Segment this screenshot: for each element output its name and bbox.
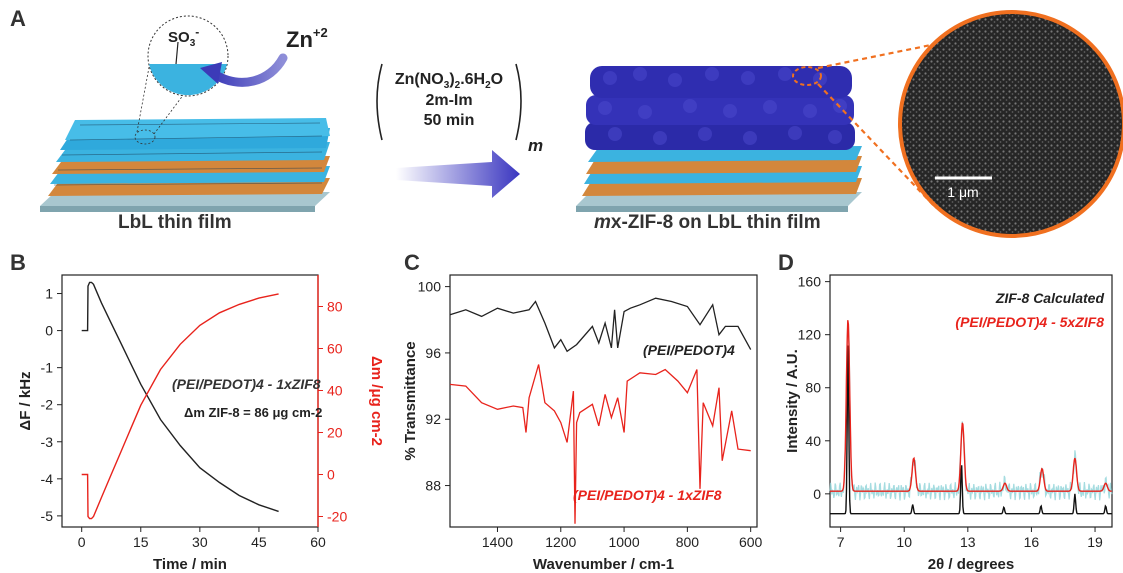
x-tick-label: 0 <box>78 534 86 550</box>
y-tick-label-left: 0 <box>45 323 53 339</box>
x-tick-label: 16 <box>1024 534 1040 550</box>
x-tick-label: 7 <box>837 534 845 550</box>
series-line-frequency <box>81 281 279 513</box>
y-tick-label: 88 <box>425 478 441 494</box>
y-tick-label-right: 60 <box>327 341 343 357</box>
x-tick-label: 10 <box>896 534 912 550</box>
schematic-panel-a: SO3- Zn+2 Zn(NO3)2.6H2O 2m-Im 50 min m <box>40 10 1123 238</box>
x-tick-label: 30 <box>192 534 208 550</box>
legend-entry-measured: (PEI/PEDOT)4 - 5xZIF8 <box>955 314 1104 330</box>
x-tick-label: 15 <box>133 534 149 550</box>
plot-frame <box>829 274 1113 528</box>
mass-annotation: Δm ZIF-8 = 86 μg cm-2 <box>184 405 322 420</box>
y-tick-label-right: -20 <box>327 509 347 525</box>
x-tick-label: 800 <box>676 534 700 550</box>
x-axis-label: Wavenumber / cm-1 <box>533 556 674 573</box>
y-tick-label-right: 20 <box>327 425 343 441</box>
zif8-film-graphic <box>576 66 862 212</box>
x-tick-label: 60 <box>310 534 326 550</box>
y-axis-label-right: Δm /μg cm-2 <box>368 356 385 446</box>
swirl-arrowhead-icon <box>200 62 222 84</box>
x-axis-label: 2θ / degrees <box>928 556 1014 573</box>
series-annotation: (PEI/PEDOT)4 - 1xZIF8 <box>172 376 321 392</box>
lbl-film-caption: LbL thin film <box>118 212 232 233</box>
reaction-reagent: Zn(NO3)2.6H2O <box>395 71 503 91</box>
zif8-caption-m: m <box>594 212 611 233</box>
y-axis-label: % Transmittance <box>402 341 419 460</box>
series-line-zif8 <box>449 364 751 524</box>
y-tick-label: 80 <box>805 380 821 396</box>
legend-entry-calculated: ZIF-8 Calculated <box>995 290 1105 306</box>
xrd-chart: 7 10 13 16 19 160 120 80 40 0 2θ / degrees Intensit… <box>784 274 1113 573</box>
x-tick-label: 13 <box>960 534 976 550</box>
panel-letter-b: B <box>10 250 26 275</box>
y-tick-label-left: 1 <box>45 286 53 302</box>
y-tick-label-left: -3 <box>41 434 54 450</box>
y-tick-label-left: -1 <box>41 360 54 376</box>
reaction-bracket <box>376 63 522 141</box>
y-tick-label-left: -5 <box>41 508 54 524</box>
y-tick-label-left: -4 <box>41 471 54 487</box>
sulfonate-zoom-circle <box>147 15 229 97</box>
zif8-film-caption: mx-ZIF-8 on LbL thin film <box>594 212 821 234</box>
x-tick-label: 19 <box>1087 534 1103 550</box>
qcm-chart: 0 15 30 45 60 1 0 -1 -2 -3 -4 -5 80 60 40 20 0 -20 Time / … <box>17 274 385 573</box>
y-tick-label: 100 <box>418 279 442 295</box>
zoom-region-marker <box>792 66 822 86</box>
x-tick-label: 1000 <box>608 534 639 550</box>
y-tick-label: 120 <box>798 327 822 343</box>
zif8-caption-rest: x-ZIF-8 on LbL thin film <box>610 212 821 233</box>
zoom-line-top <box>817 42 937 70</box>
y-tick-label: 96 <box>425 345 441 361</box>
series-line-measured <box>830 320 1112 492</box>
plot-frame <box>61 274 319 528</box>
series-line-calculated <box>830 345 1112 515</box>
y-tick-label: 92 <box>425 411 441 427</box>
x-axis-label: Time / min <box>153 556 227 573</box>
series-line-lbl <box>449 297 752 353</box>
y-tick-label-right: 40 <box>327 383 343 399</box>
raw-data-halo <box>829 322 1113 501</box>
x-tick-label: 45 <box>251 534 267 550</box>
y-tick-label: 160 <box>798 274 822 290</box>
plot-frame <box>449 274 758 528</box>
sem-scale-bar-label: 1 μm <box>947 184 978 200</box>
swirl-arrow-icon <box>209 53 288 87</box>
sulfonate-label: SO3- <box>168 25 199 49</box>
series-annotation-red: (PEI/PEDOT)4 - 1xZIF8 <box>573 487 722 503</box>
panel-letter-a: A <box>10 6 26 31</box>
y-tick-label-left: -2 <box>41 397 54 413</box>
sem-image <box>898 10 1123 238</box>
zinc-ion-label: Zn+2 <box>286 25 328 52</box>
panel-letter-d: D <box>778 250 794 275</box>
series-line-mass <box>81 293 279 520</box>
reaction-time: 50 min <box>424 112 475 129</box>
panel-letter-c: C <box>404 250 420 275</box>
series-annotation-black: (PEI/PEDOT)4 <box>643 342 735 358</box>
repeat-subscript: m <box>528 136 543 155</box>
y-tick-label: 0 <box>813 486 821 502</box>
y-tick-label-right: 0 <box>327 467 335 483</box>
x-tick-label: 1400 <box>482 534 513 550</box>
lbl-thin-film-graphic <box>40 61 330 212</box>
zoom-line-bottom <box>817 83 937 209</box>
process-arrow-icon <box>396 150 520 198</box>
x-tick-label: 600 <box>739 534 763 550</box>
ftir-chart: 1400 1200 1000 800 600 100 96 92 88 Wavenumber / … <box>402 274 763 573</box>
y-axis-label-left: ΔF / kHz <box>17 371 34 430</box>
y-tick-label: 40 <box>805 433 821 449</box>
y-tick-label-right: 80 <box>327 299 343 315</box>
reaction-ligand: 2m-Im <box>425 92 472 109</box>
y-axis-label: Intensity / A.U. <box>784 349 801 453</box>
x-tick-label: 1200 <box>545 534 576 550</box>
